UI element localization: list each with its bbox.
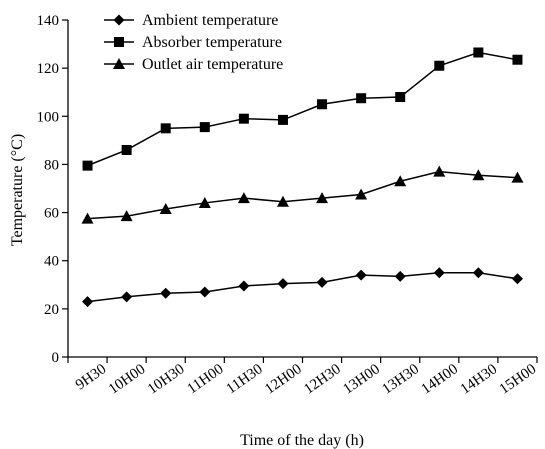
legend-marker xyxy=(113,14,125,26)
x-tick-label: 13H30 xyxy=(379,361,422,398)
y-tick-label: 60 xyxy=(44,206,59,222)
data-point xyxy=(394,175,407,187)
data-point xyxy=(355,269,367,281)
series-1 xyxy=(82,267,523,308)
legend-label: Outlet air temperature xyxy=(142,56,283,73)
x-tick-label: 10H00 xyxy=(106,361,149,398)
x-tick-label: 10H30 xyxy=(145,361,188,398)
series-line xyxy=(87,170,518,220)
x-tick-label: 12H00 xyxy=(262,361,305,398)
y-tick-label: 100 xyxy=(37,109,60,125)
y-tick-label: 40 xyxy=(44,254,59,270)
y-tick-label: 140 xyxy=(37,13,60,29)
x-axis-title: Time of the day (h) xyxy=(240,432,364,449)
data-point xyxy=(472,169,485,181)
legend-marker xyxy=(114,37,124,47)
data-point xyxy=(120,210,133,222)
data-point xyxy=(82,296,94,308)
legend: Ambient temperature Absorber temperature O… xyxy=(104,12,283,73)
data-point xyxy=(512,54,523,65)
series-layer xyxy=(81,47,524,308)
data-point xyxy=(316,276,328,288)
legend-label: Ambient temperature xyxy=(142,12,278,29)
legend-item: Absorber temperature xyxy=(104,34,282,51)
data-point xyxy=(473,47,484,58)
x-tick-label: 11H00 xyxy=(184,361,226,397)
data-point xyxy=(355,188,368,200)
data-point xyxy=(199,122,210,133)
data-point xyxy=(199,286,211,298)
legend-marker xyxy=(113,58,125,69)
legend-item: Outlet air temperature xyxy=(104,56,283,73)
series-line xyxy=(87,272,518,303)
x-tick-label: 15H00 xyxy=(497,361,540,398)
data-point xyxy=(198,196,211,208)
series-line xyxy=(87,51,518,167)
data-point xyxy=(433,165,446,177)
y-tick-label: 20 xyxy=(44,302,59,318)
data-point xyxy=(82,160,93,171)
y-tick-label: 120 xyxy=(37,61,60,77)
data-point xyxy=(81,212,94,224)
data-point xyxy=(238,280,250,292)
data-point xyxy=(434,60,445,71)
data-point xyxy=(159,202,172,214)
x-tick-label: 14H30 xyxy=(458,361,501,398)
data-point xyxy=(394,270,406,282)
data-point xyxy=(277,278,289,290)
data-point xyxy=(511,171,524,183)
data-point xyxy=(121,144,132,155)
data-point xyxy=(316,192,329,204)
series-2 xyxy=(82,47,523,171)
data-point xyxy=(276,195,289,207)
y-tick-label: 0 xyxy=(52,350,60,366)
x-tick-label: 11H30 xyxy=(224,361,266,397)
data-point xyxy=(238,113,249,124)
data-point xyxy=(317,99,328,110)
x-tick-label: 14H00 xyxy=(418,361,461,398)
x-tick-label: 9H30 xyxy=(73,361,109,393)
legend-label: Absorber temperature xyxy=(142,34,282,51)
x-tick-label: 12H30 xyxy=(301,361,344,398)
data-point xyxy=(121,291,133,303)
data-point xyxy=(160,123,171,134)
data-point xyxy=(511,273,523,285)
data-point xyxy=(277,114,288,125)
y-tick-label: 80 xyxy=(44,157,59,173)
series-3 xyxy=(81,165,524,224)
data-point xyxy=(356,93,367,104)
legend-item: Ambient temperature xyxy=(104,12,278,29)
data-point xyxy=(472,267,484,279)
data-point xyxy=(160,287,172,299)
data-point xyxy=(395,92,406,103)
y-axis-title: Temperature (°C) xyxy=(9,134,26,246)
x-tick-label: 13H00 xyxy=(340,361,383,398)
data-point xyxy=(433,267,445,279)
data-point xyxy=(237,192,250,204)
